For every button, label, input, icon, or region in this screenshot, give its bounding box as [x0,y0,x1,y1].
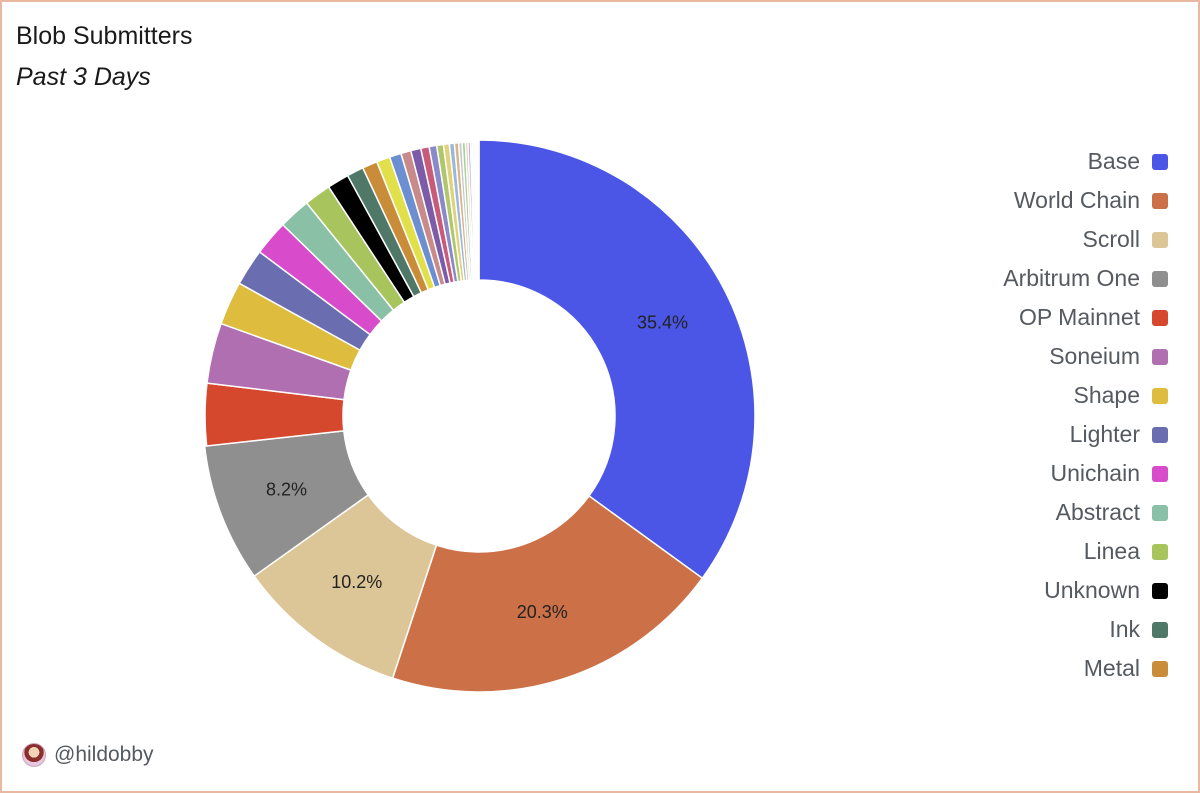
legend-item-unichain[interactable]: Unichain [1050,454,1168,493]
chart-legend: Base World Chain Scroll Arbitrum One OP Main… [1003,142,1168,688]
legend-label: Lighter [1069,421,1140,447]
legend-swatch [1152,504,1168,521]
legend-label: Soneium [1049,343,1140,369]
legend-label: Metal [1083,655,1140,681]
legend-item-metal[interactable]: Metal [1084,649,1168,688]
pie-slice-other-32[interactable] [476,141,480,281]
legend-swatch [1152,309,1168,326]
chart-subtitle: Past 3 Days [16,63,151,91]
legend-item-lighter[interactable]: Lighter [1070,415,1168,454]
legend-label: OP Mainnet [1018,304,1140,330]
legend-item-linea[interactable]: Linea [1084,532,1168,571]
legend-item-scroll[interactable]: Scroll [1082,220,1168,259]
legend-swatch [1152,660,1168,677]
pie-slice-world-chain[interactable] [391,494,704,693]
chart-title: Blob Submitters [16,22,193,50]
pie-slice-arbitrum-one[interactable] [203,430,370,578]
slice-label-arbitrum-one: 8.2% [266,479,307,499]
legend-label: World Chain [1013,187,1140,213]
footer-credit: @hildobby [22,743,154,767]
legend-label: Unknown [1044,577,1140,603]
legend-swatch [1152,153,1168,170]
legend-swatch [1152,465,1168,482]
user-avatar-icon [22,743,46,767]
legend-label: Shape [1073,382,1140,408]
legend-swatch [1152,192,1168,209]
legend-label: Arbitrum One [1003,265,1140,291]
legend-label: Unichain [1050,460,1141,486]
legend-label: Abstract [1055,499,1140,525]
legend-item-soneium[interactable]: Soneium [1049,337,1168,376]
author-handle: @hildobby [54,743,154,766]
legend-item-base[interactable]: Base [1088,142,1168,181]
legend-label: Linea [1083,538,1140,564]
legend-item-arbitrum-one[interactable]: Arbitrum One [1003,259,1168,298]
slice-label-scroll: 10.2% [331,572,382,592]
legend-label: Ink [1109,616,1140,642]
legend-item-op-mainnet[interactable]: OP Mainnet [1019,298,1168,337]
slice-label-base: 35.4% [637,312,688,332]
legend-swatch [1152,348,1168,365]
legend-item-unknown[interactable]: Unknown [1044,571,1168,610]
slice-label-world-chain: 20.3% [517,602,568,622]
legend-swatch [1152,231,1168,248]
legend-swatch [1152,582,1168,599]
pie-slice-base[interactable] [478,139,756,580]
legend-label: Base [1087,148,1140,174]
legend-item-ink[interactable]: Ink [1109,610,1168,649]
legend-item-shape[interactable]: Shape [1073,376,1168,415]
legend-label: Scroll [1082,226,1140,252]
legend-item-abstract[interactable]: Abstract [1056,493,1168,532]
legend-swatch [1152,426,1168,443]
legend-swatch [1152,387,1168,404]
legend-item-world-chain[interactable]: World Chain [1014,181,1168,220]
legend-swatch [1152,270,1168,287]
legend-swatch [1152,543,1168,560]
legend-swatch [1152,621,1168,638]
